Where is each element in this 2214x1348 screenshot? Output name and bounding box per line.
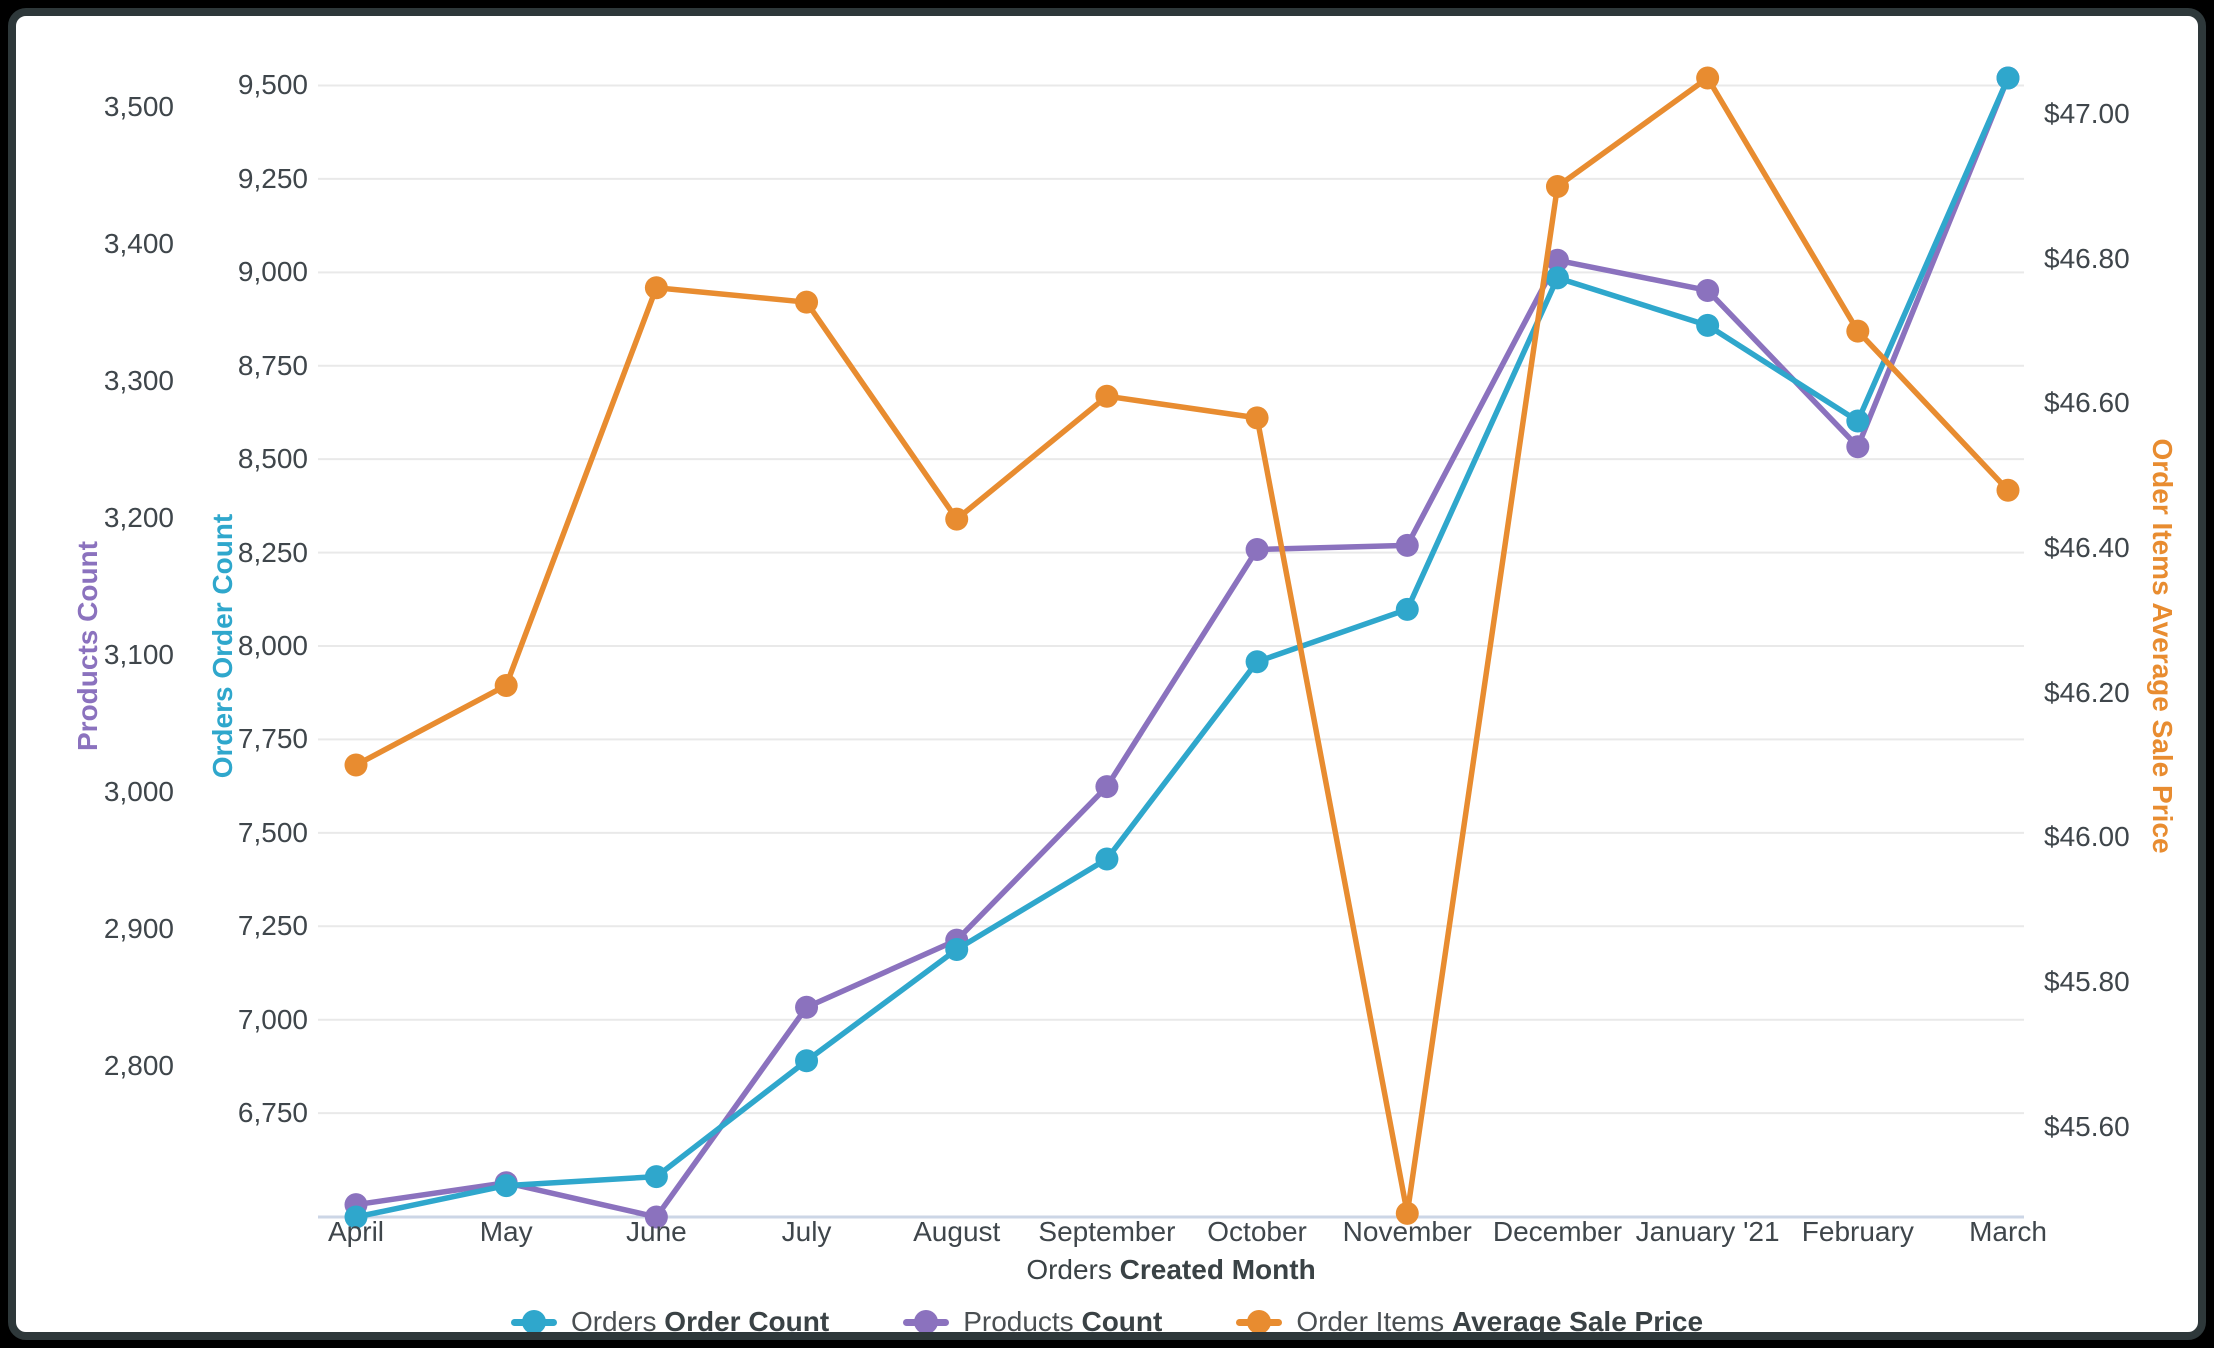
legend-marker-icon: [510, 1310, 557, 1332]
data-point-orders-11[interactable]: [1996, 66, 2020, 90]
orders-tick-label: 9,000: [237, 256, 308, 288]
series-line-orders: [353, 75, 2011, 1220]
data-point-price-8[interactable]: [1545, 174, 1569, 198]
x-tick-label: June: [626, 1216, 687, 1247]
data-point-price-6[interactable]: [1245, 406, 1269, 430]
price-tick-label: $46.80: [2044, 242, 2130, 274]
products-tick-label: 3,200: [103, 501, 174, 533]
data-point-orders-10[interactable]: [1846, 409, 1870, 433]
legend-marker-icon: [903, 1310, 950, 1332]
legend-item-orders[interactable]: Orders Order Count: [510, 1306, 830, 1337]
products-tick-label: 3,100: [103, 639, 174, 671]
x-tick-label: November: [1342, 1216, 1472, 1247]
series-line-price: [353, 75, 2011, 1217]
orders-tick-label: 8,000: [237, 630, 308, 661]
legend-dot-icon: [521, 1310, 546, 1332]
legend-dot-icon: [914, 1310, 939, 1332]
data-point-orders-9[interactable]: [1696, 313, 1720, 337]
x-axis-title-bold: Created Month: [1119, 1254, 1316, 1285]
data-point-price-4[interactable]: [945, 507, 969, 531]
x-tick-label: July: [781, 1216, 832, 1247]
price-tick-label: $46.20: [2044, 676, 2130, 708]
orders-tick-label: 7,250: [237, 910, 308, 942]
price-tick-label: $46.40: [2044, 532, 2130, 564]
products-tick-label: 3,300: [103, 364, 174, 396]
legend-label: Order Items Average Sale Price: [1296, 1306, 1704, 1337]
price-tick-label: $45.60: [2044, 1110, 2130, 1142]
price-tick-label: $46.60: [2044, 387, 2130, 419]
x-tick-label: October: [1207, 1216, 1307, 1247]
data-point-products-10[interactable]: [1846, 435, 1870, 459]
data-point-products-3[interactable]: [795, 995, 819, 1019]
chart-card: 3,500 3,400 3,300 3,200 3,100 3,000 2,900 2,800…: [8, 8, 2206, 1340]
price-tick-label: $46.00: [2044, 821, 2130, 853]
price-tick-label: $47.00: [2044, 98, 2130, 130]
legend-dot-icon: [1247, 1310, 1272, 1332]
data-point-price-5[interactable]: [1095, 384, 1119, 408]
data-point-products-6[interactable]: [1245, 537, 1269, 561]
data-point-orders-2[interactable]: [644, 1165, 668, 1189]
chart-legend: Orders Order Count Products Count Order It…: [16, 1306, 2198, 1337]
data-point-orders-7[interactable]: [1395, 597, 1419, 621]
data-point-orders-1[interactable]: [494, 1174, 518, 1198]
orders-tick-label: 9,500: [237, 69, 308, 101]
x-tick-label: December: [1492, 1216, 1623, 1247]
data-point-orders-3[interactable]: [795, 1049, 819, 1073]
data-point-products-2[interactable]: [644, 1205, 668, 1229]
legend-item-products[interactable]: Products Count: [903, 1306, 1163, 1337]
products-axis-title: Products Count: [72, 541, 103, 751]
products-tick-label: 3,000: [103, 776, 174, 808]
data-point-products-9[interactable]: [1696, 278, 1720, 302]
data-point-price-9[interactable]: [1696, 66, 1720, 90]
orders-tick-label: 8,750: [237, 349, 308, 381]
data-point-products-8[interactable]: [1545, 248, 1569, 272]
x-tick-label: January '21: [1635, 1216, 1780, 1247]
products-tick-label: 3,400: [103, 227, 174, 259]
data-point-orders-4[interactable]: [945, 937, 969, 961]
orders-tick-label: 8,500: [237, 443, 308, 475]
data-point-price-11[interactable]: [1996, 478, 2020, 502]
x-tick-label: September: [1038, 1216, 1176, 1247]
data-point-price-3[interactable]: [795, 290, 819, 314]
data-point-price-0[interactable]: [344, 753, 368, 777]
data-point-orders-0[interactable]: [344, 1205, 368, 1229]
x-tick-label: May: [479, 1216, 533, 1247]
orders-tick-label: 7,500: [237, 816, 308, 848]
data-point-products-5[interactable]: [1095, 775, 1119, 799]
x-tick-label: August: [913, 1216, 1001, 1247]
x-tick-label: February: [1801, 1216, 1914, 1247]
data-point-price-2[interactable]: [644, 276, 668, 300]
series-line-products: [353, 75, 2011, 1220]
products-tick-label: 2,800: [103, 1050, 174, 1082]
data-point-orders-5[interactable]: [1095, 847, 1119, 871]
x-axis-title-prefix: Orders: [1026, 1254, 1120, 1285]
price-axis-title: Order Items Average Sale Price: [2147, 438, 2178, 854]
data-point-price-10[interactable]: [1846, 319, 1870, 343]
orders-tick-label: 8,250: [237, 536, 308, 568]
data-point-orders-6[interactable]: [1245, 650, 1269, 674]
products-tick-label: 2,900: [103, 913, 174, 945]
price-tick-label: $45.80: [2044, 965, 2130, 997]
orders-tick-label: 9,250: [237, 162, 308, 194]
x-tick-label: March: [1969, 1216, 2047, 1247]
orders-axis-title: Orders Order Count: [207, 513, 238, 779]
data-point-orders-8[interactable]: [1545, 266, 1569, 290]
products-tick-label: 3,500: [103, 90, 174, 122]
orders-tick-label: 7,750: [237, 723, 308, 755]
orders-tick-label: 6,750: [237, 1097, 308, 1129]
line-chart: 3,500 3,400 3,300 3,200 3,100 3,000 2,900 2,800…: [16, 16, 2198, 1332]
orders-tick-label: 7,000: [237, 1003, 308, 1035]
data-point-price-7[interactable]: [1395, 1201, 1419, 1225]
legend-item-price[interactable]: Order Items Average Sale Price: [1236, 1306, 1704, 1337]
legend-marker-icon: [1236, 1310, 1283, 1332]
legend-label: Orders Order Count: [570, 1306, 830, 1337]
data-point-products-7[interactable]: [1395, 533, 1419, 557]
x-axis-title: Orders Created Month: [318, 1254, 2024, 1286]
x-tick-label: April: [327, 1216, 385, 1247]
legend-label: Products Count: [963, 1306, 1163, 1337]
data-point-price-1[interactable]: [494, 673, 518, 697]
plot-area: [318, 66, 2024, 1229]
